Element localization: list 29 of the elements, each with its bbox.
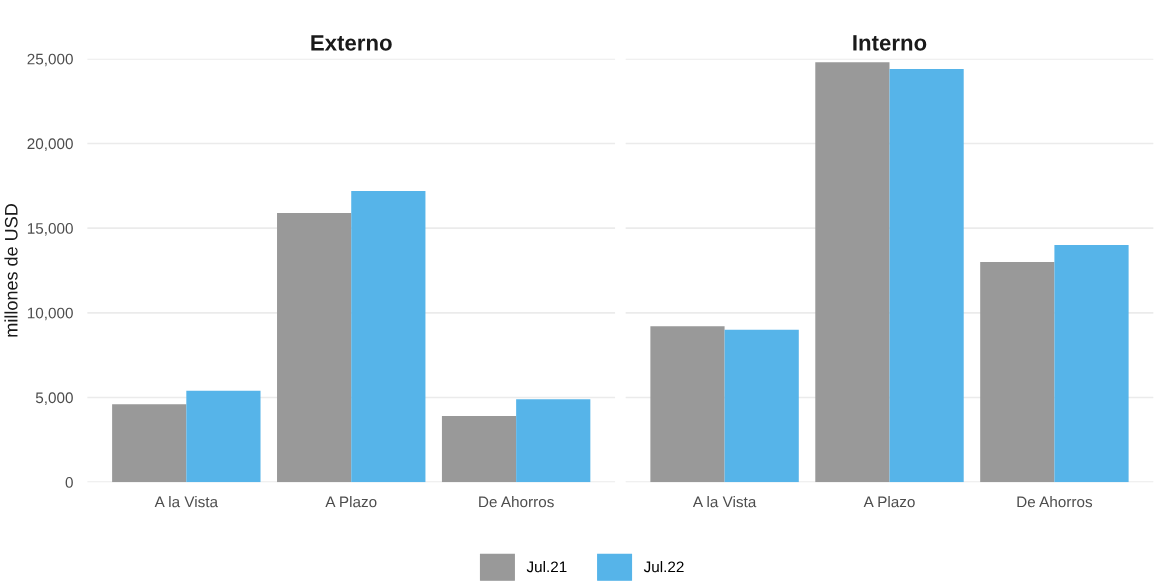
x-tick-label: A Plazo — [325, 496, 377, 508]
bar — [1054, 245, 1129, 483]
bar — [516, 399, 591, 483]
y-tick-label: 20,000 — [27, 138, 73, 151]
bar — [277, 212, 352, 483]
bar — [724, 329, 799, 483]
y-tick-label: 15,000 — [27, 223, 73, 236]
y-axis-title: millones de USD — [4, 204, 18, 337]
bar — [980, 262, 1055, 483]
x-tick-label: De Ahorros — [1017, 496, 1093, 508]
bar — [186, 390, 261, 483]
bar — [112, 404, 187, 483]
y-tick-label: 5,000 — [35, 392, 73, 405]
x-tick-label: A la Vista — [692, 496, 757, 508]
legend-label: Jul.21 — [526, 561, 567, 573]
x-tick-label: A Plazo — [863, 496, 915, 508]
y-tick-label: 0 — [65, 477, 73, 488]
bar — [650, 326, 725, 483]
y-tick-label: 25,000 — [27, 53, 73, 67]
chart-title: Interno — [853, 35, 927, 51]
y-tick-label: 10,000 — [27, 307, 73, 321]
chart-title: Externo — [311, 35, 392, 51]
x-tick-label: A la Vista — [154, 496, 219, 508]
bar — [351, 190, 426, 483]
x-tick-label: De Ahorros — [479, 496, 554, 508]
legend-label: Jul.22 — [643, 561, 684, 573]
bar — [441, 416, 517, 483]
bar — [889, 68, 964, 483]
bar — [815, 62, 890, 483]
